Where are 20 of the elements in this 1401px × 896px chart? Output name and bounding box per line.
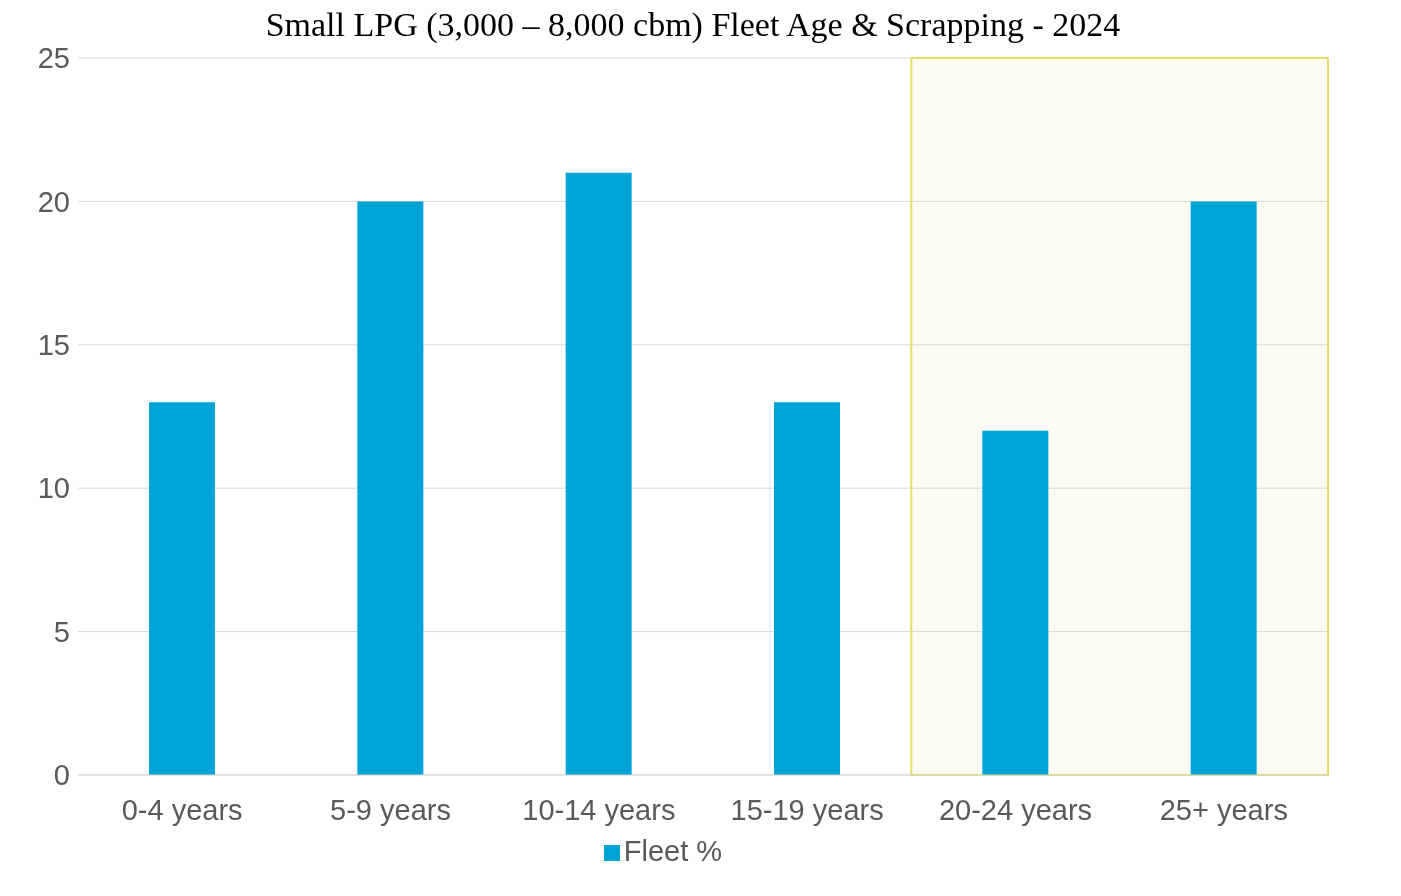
x-tick-label: 15-19 years — [730, 793, 884, 826]
legend-label: Fleet % — [623, 835, 723, 867]
chart-title: Small LPG (3,000 – 8,000 cbm) Fleet Age & Scrapping - 2024 — [265, 6, 1121, 43]
y-tick-label: 0 — [53, 759, 70, 792]
bar — [1190, 201, 1257, 775]
bar — [565, 172, 632, 775]
x-tick-label: 10-14 years — [522, 793, 676, 826]
y-tick-label: 10 — [37, 472, 70, 505]
bar — [774, 402, 840, 775]
y-tick-label: 20 — [37, 185, 70, 218]
y-tick-label: 15 — [37, 329, 70, 362]
x-tick-label: 5-9 years — [330, 793, 451, 826]
bar — [357, 201, 424, 775]
bar — [982, 430, 1049, 775]
y-tick-label: 25 — [37, 42, 70, 75]
x-tick-label: 0-4 years — [121, 793, 243, 826]
bar — [149, 402, 215, 775]
y-tick-label: 5 — [53, 615, 70, 648]
x-tick-label: 25+ years — [1159, 793, 1288, 826]
x-tick-label: 20-24 years — [938, 793, 1093, 826]
